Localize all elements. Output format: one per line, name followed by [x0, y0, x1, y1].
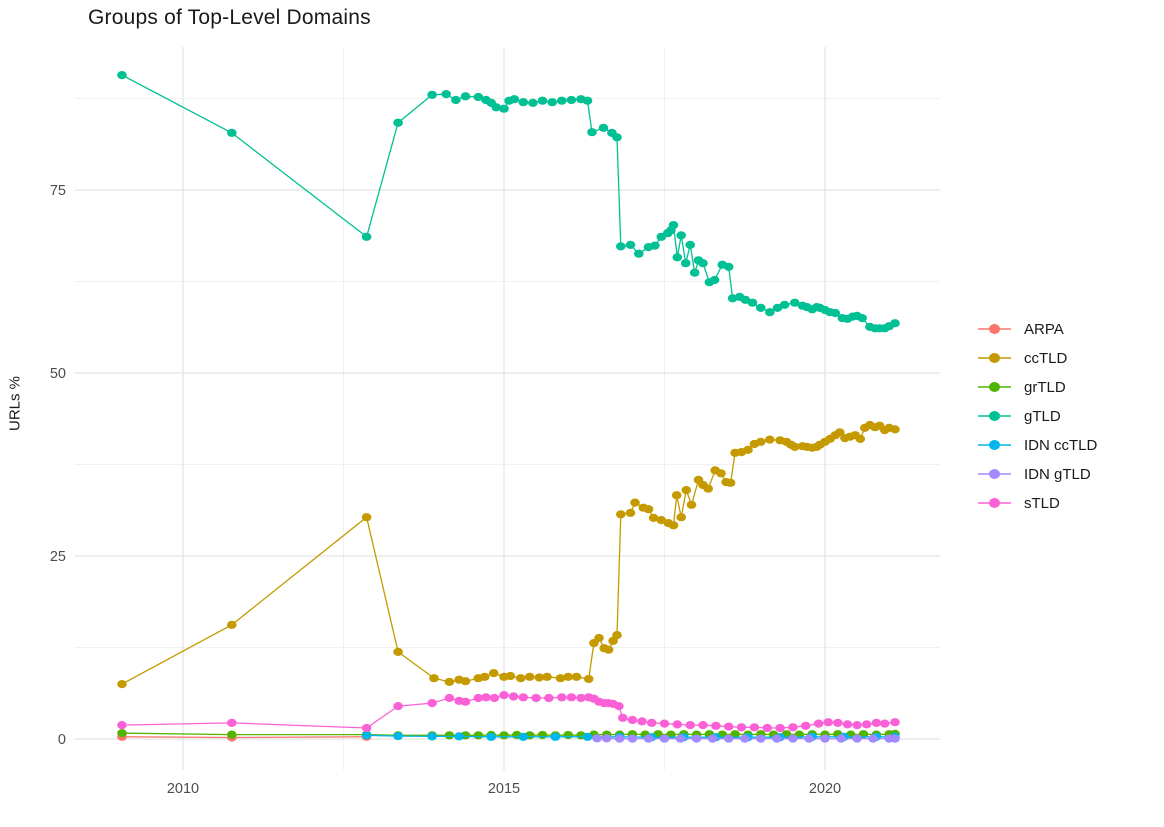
legend-label: IDN gTLD [1024, 465, 1091, 483]
series-points-cctld [117, 420, 900, 689]
legend-key-cctld [978, 349, 1011, 367]
series-line-cctld [121, 424, 896, 685]
series-line-stld [121, 694, 896, 729]
legend-label: grTLD [1024, 378, 1066, 396]
series-points-idn-gtld [592, 734, 900, 743]
legend-key-grtld [978, 378, 1011, 396]
legend-label: sTLD [1024, 494, 1060, 512]
legend-label: IDN ccTLD [1024, 436, 1098, 454]
legend-label: gTLD [1024, 407, 1061, 425]
y-tick-label-0: 0 [58, 732, 66, 748]
x-tick-label-2010: 2010 [167, 781, 199, 797]
legend-dot-icon [989, 498, 1000, 508]
legend-label: ccTLD [1024, 349, 1068, 367]
y-tick-label-50: 50 [50, 366, 66, 382]
x-tick-label-2015: 2015 [488, 781, 520, 797]
series-points-stld [117, 691, 900, 733]
series-points-gtld [117, 71, 900, 333]
legend-key-arpa [978, 320, 1011, 338]
legend-dot-icon [989, 411, 1000, 421]
legend-item-stld: sTLD [978, 494, 1097, 512]
legend-dot-icon [989, 440, 1000, 450]
legend-dot-icon [989, 324, 1000, 334]
legend-dot-icon [989, 382, 1000, 392]
legend-item-grtld: grTLD [978, 378, 1097, 396]
legend-item-gtld: gTLD [978, 407, 1097, 425]
legend-item-arpa: ARPA [978, 320, 1097, 338]
legend: ARPA ccTLD grTLD gTLD IDN ccTLD IDN gTLD sTLD [978, 320, 1097, 512]
y-tick-label-25: 25 [50, 549, 66, 565]
legend-dot-icon [989, 469, 1000, 479]
y-tick-label-75: 75 [50, 183, 66, 199]
legend-key-gtld [978, 407, 1011, 425]
legend-label: ARPA [1024, 320, 1064, 338]
series-line-arpa [121, 736, 367, 739]
legend-key-stld [978, 494, 1011, 512]
legend-item-idn-cctld: IDN ccTLD [978, 436, 1097, 454]
series-line-gtld [121, 74, 896, 329]
legend-key-idn-cctld [978, 436, 1011, 454]
legend-item-cctld: ccTLD [978, 349, 1097, 367]
legend-item-idn-gtld: IDN gTLD [978, 465, 1097, 483]
legend-dot-icon [989, 353, 1000, 363]
x-tick-label-2020: 2020 [809, 781, 841, 797]
legend-key-idn-gtld [978, 465, 1011, 483]
chart-title: Groups of Top-Level Domains [88, 6, 371, 29]
